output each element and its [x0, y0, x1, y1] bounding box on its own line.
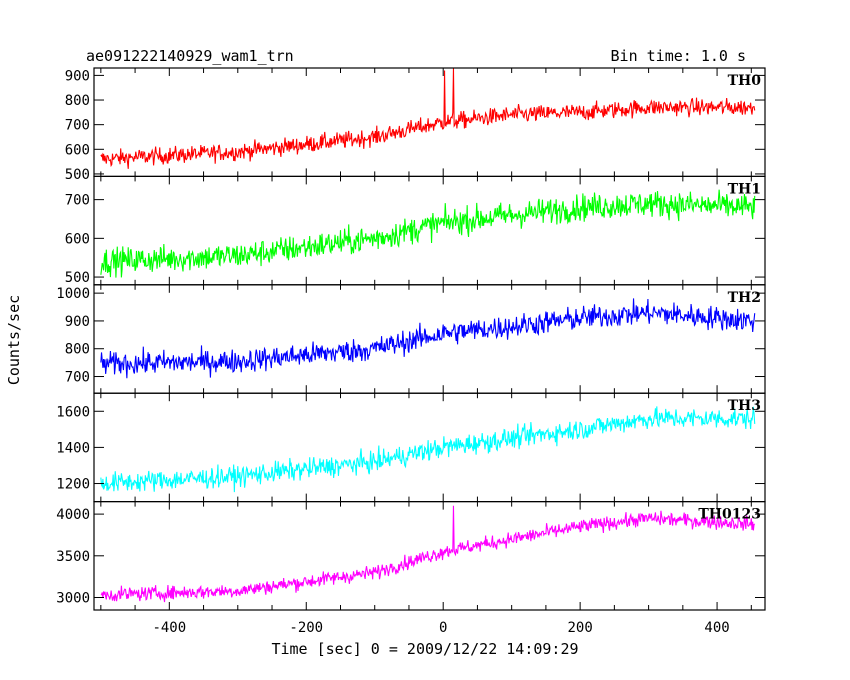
y-tick-label: 800	[65, 93, 90, 109]
y-tick-label: 500	[65, 270, 90, 286]
series-line-th0	[100, 68, 756, 169]
panel-th0: 500 600 700 800 900 TH0	[65, 67, 766, 183]
y-tick-label: 600	[65, 142, 90, 158]
y-tick-label: 800	[65, 342, 90, 358]
y-tick-label: 1400	[56, 440, 90, 456]
y-tick-label: 3500	[56, 549, 90, 565]
y-tick-label: 4000	[56, 507, 90, 523]
chart-title: ae091222140929_wam1_trn	[86, 47, 294, 65]
series-line-th1	[100, 189, 756, 278]
y-tick-label: 1600	[56, 404, 90, 420]
y-tick-label: 1000	[56, 286, 90, 302]
panel-frame	[93, 392, 766, 503]
y-tick-label: 1200	[56, 477, 90, 493]
panel-frame	[93, 175, 766, 286]
y-axis-label: Counts/sec	[5, 295, 23, 385]
panel-label: TH3	[728, 398, 761, 414]
y-tick-label: 600	[65, 231, 90, 247]
panel-label: TH0123	[698, 507, 761, 523]
x-tick-label: 400	[704, 620, 729, 636]
panel-label: TH1	[728, 181, 761, 197]
panels-group: 500 600 700 800 900 TH0 500 600 700 TH1 700 800 900 1…	[56, 67, 766, 611]
series-line-th2	[100, 298, 756, 379]
y-tick-label: 700	[65, 370, 90, 386]
panel-label: TH0	[728, 73, 762, 89]
y-tick-label: 700	[65, 193, 90, 209]
panel-th1: 500 600 700 TH1	[65, 175, 766, 286]
x-tick-label: 0	[439, 620, 447, 636]
y-tick-label: 3000	[56, 590, 90, 606]
x-axis-label: Time [sec] 0 = 2009/12/22 14:09:29	[271, 640, 578, 658]
panel-th3: 1200 1400 1600 TH3	[56, 392, 766, 503]
panel-label: TH2	[728, 290, 761, 306]
y-tick-label: 900	[65, 68, 90, 84]
y-tick-label: 900	[65, 314, 90, 330]
y-tick-label: 700	[65, 118, 90, 134]
x-tick-label: -200	[289, 620, 323, 636]
panel-frame	[93, 67, 766, 178]
series-line-th3	[100, 406, 756, 493]
x-axis: -400 -200 0 200 400	[152, 620, 729, 636]
x-tick-label: -400	[152, 620, 186, 636]
series-line-th0123	[100, 505, 756, 603]
panel-th0123: 3000 3500 4000 TH0123	[56, 501, 766, 611]
y-tick-label: 500	[65, 167, 90, 183]
bin-time-label: Bin time: 1.0 s	[611, 47, 746, 65]
x-tick-label: 200	[567, 620, 592, 636]
panel-th2: 700 800 900 1000 TH2	[56, 284, 766, 394]
